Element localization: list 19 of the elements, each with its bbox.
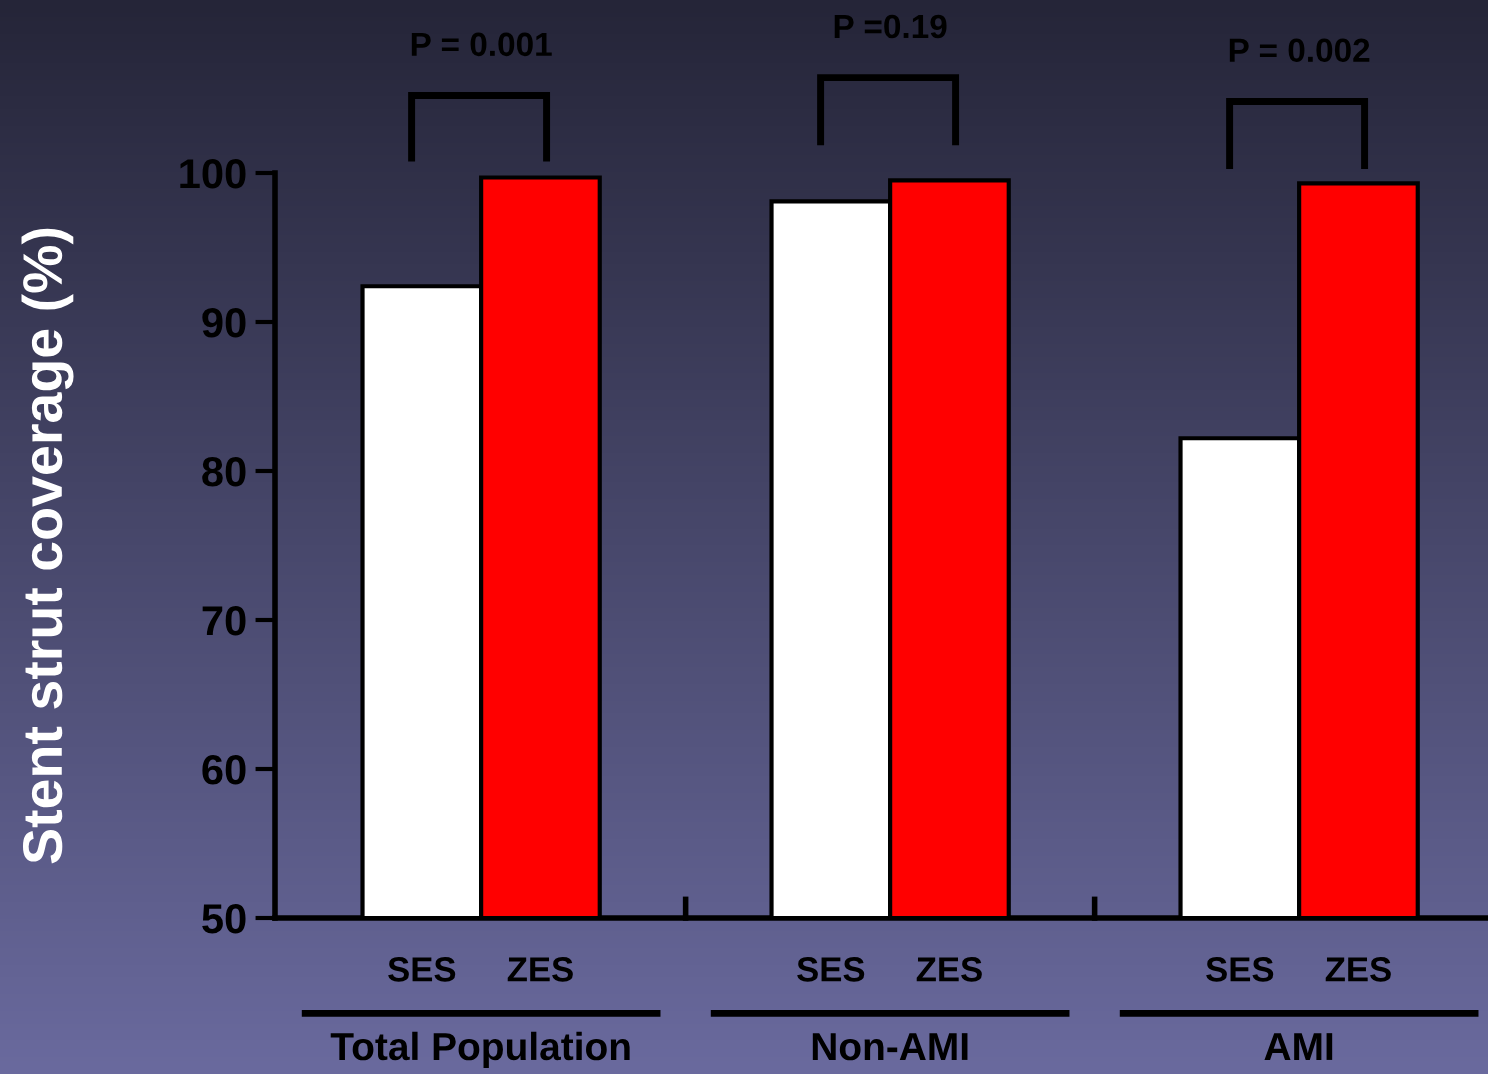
x-tick-label: Non-AMI bbox=[812, 1033, 968, 1061]
text: P = 0.001 bbox=[411, 32, 552, 57]
y-tick-label: 90 bbox=[202, 308, 246, 338]
text: P = 0.002 bbox=[1229, 38, 1370, 63]
y-axis-title: Stent strut coverage (%) bbox=[21, 228, 74, 864]
series-label: SES bbox=[388, 957, 456, 982]
x-tick-label: Total Population bbox=[330, 1031, 630, 1068]
text: ZES bbox=[916, 957, 982, 982]
y-tick-label: 70 bbox=[202, 606, 246, 636]
y-tick-label: 80 bbox=[202, 457, 246, 487]
y-tick-label: 60 bbox=[202, 755, 246, 785]
x-tick-label: AMI bbox=[1264, 1033, 1333, 1060]
y-tick-label: 50 bbox=[202, 904, 246, 934]
text: SES bbox=[1206, 957, 1274, 982]
text: ZES bbox=[1325, 957, 1391, 982]
y-tick-label: 100 bbox=[180, 159, 246, 189]
text: SES bbox=[797, 957, 865, 982]
series-label: ZES bbox=[507, 957, 573, 982]
text: P =0.19 bbox=[834, 14, 947, 39]
